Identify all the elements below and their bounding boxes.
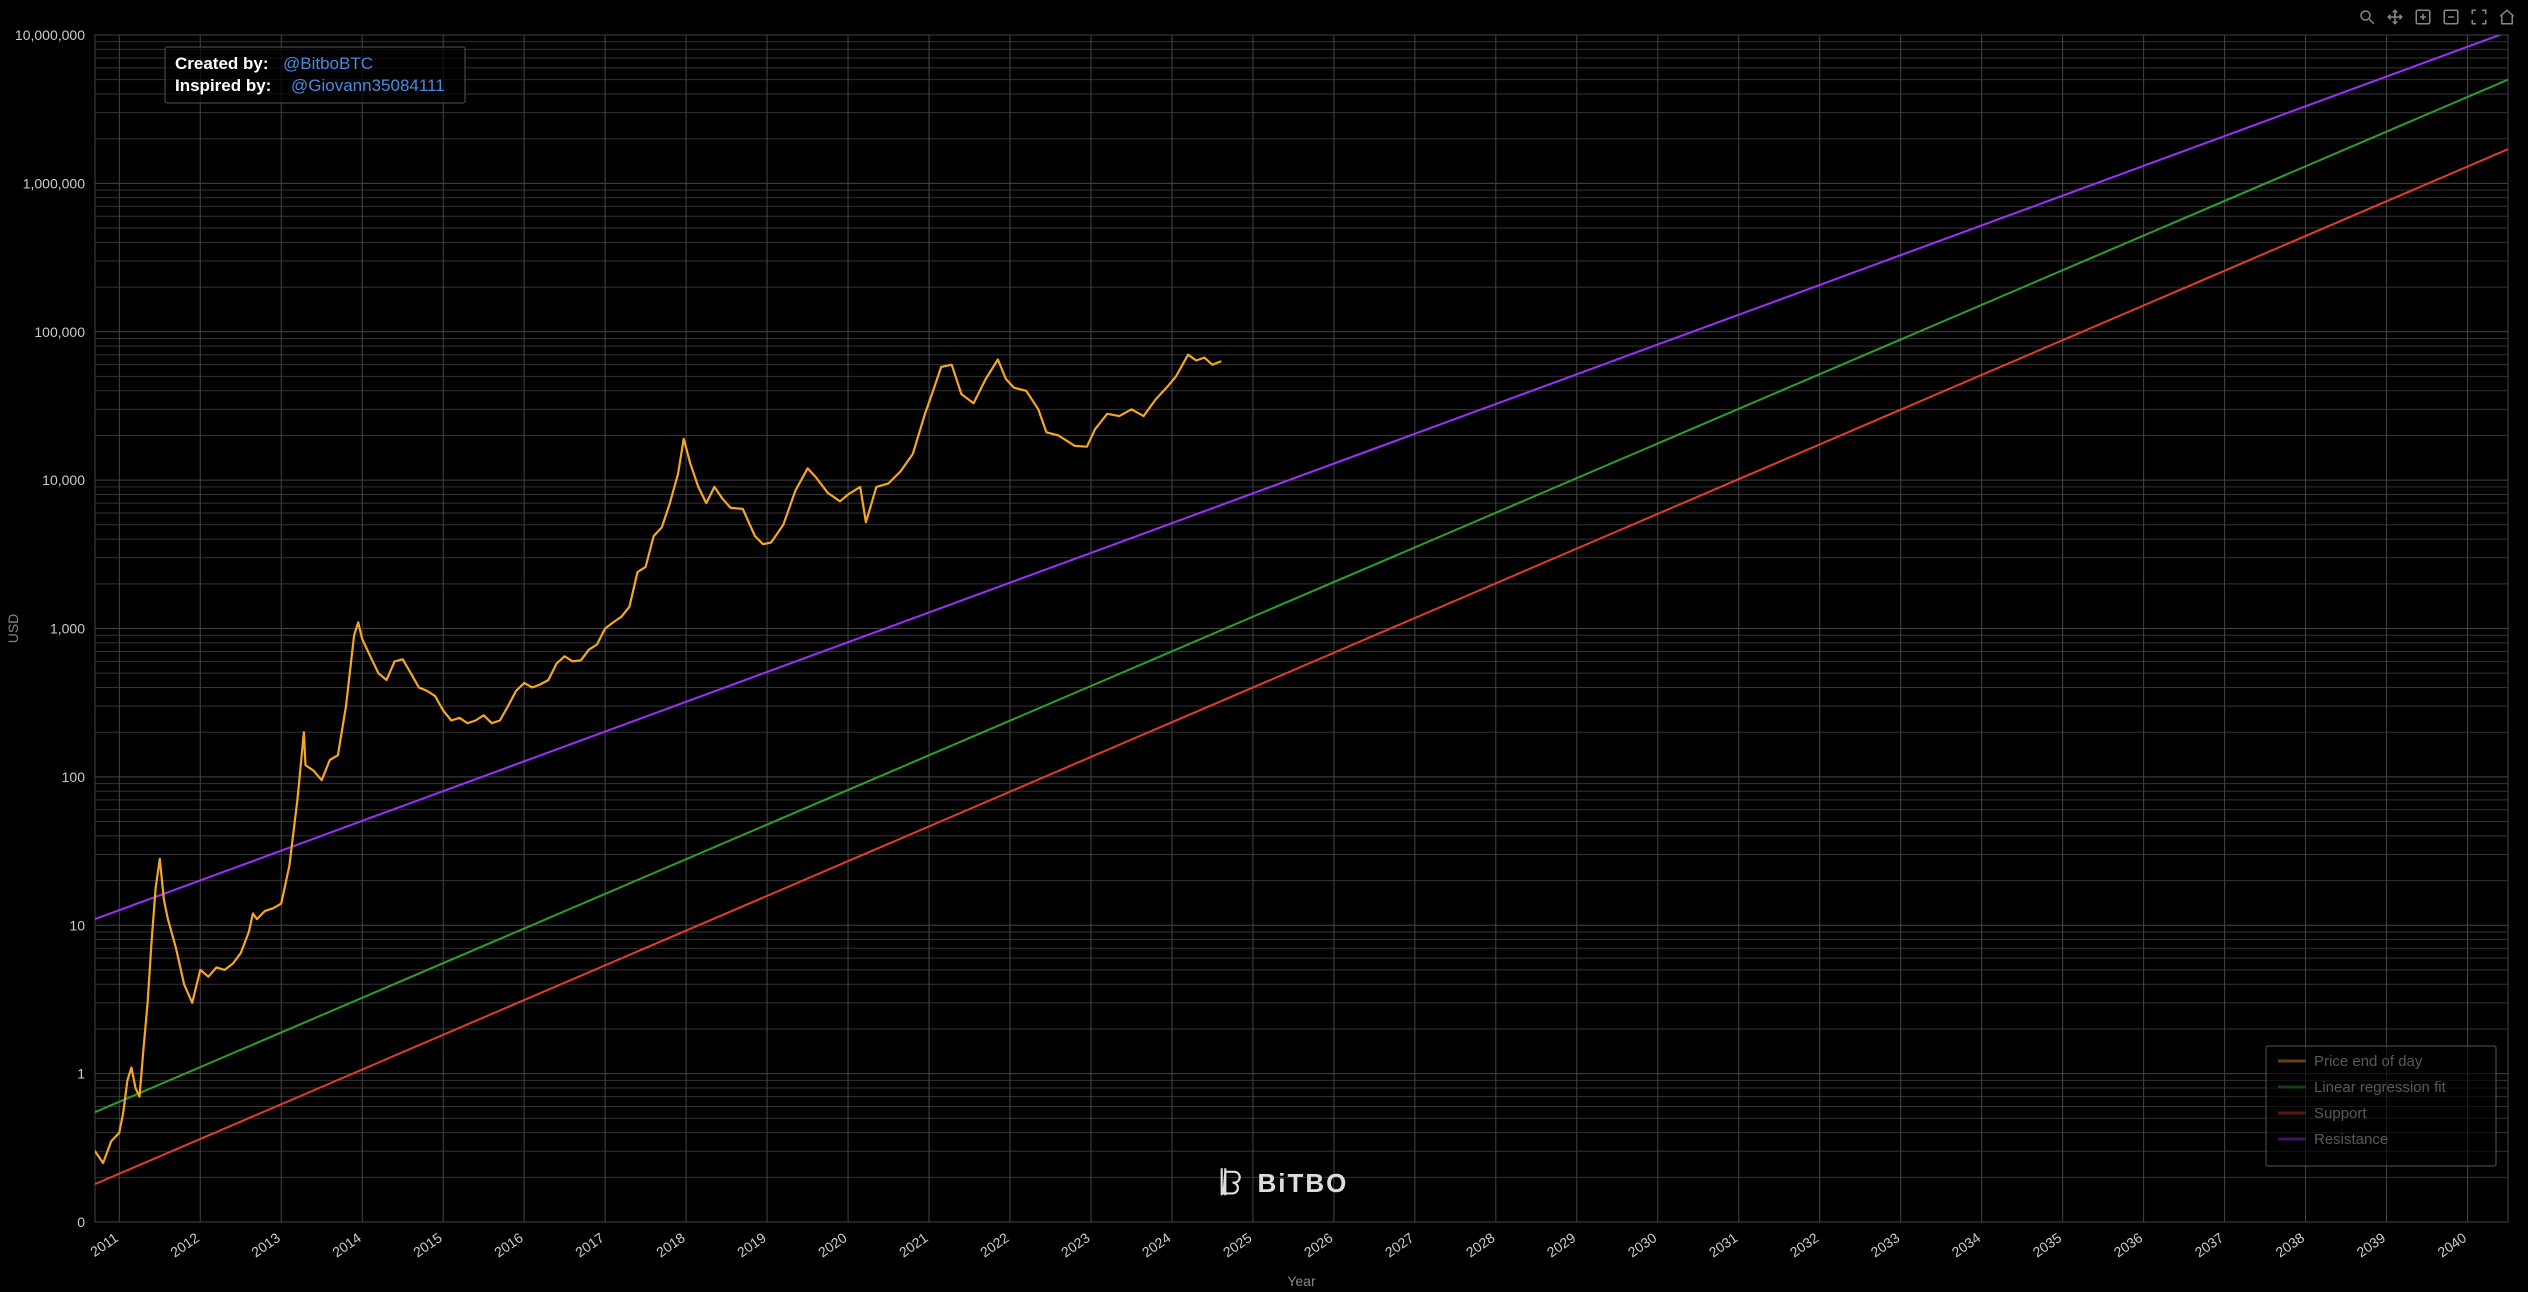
y-tick-label: 0	[77, 1214, 85, 1230]
y-tick-label: 10,000	[42, 472, 85, 488]
fullscreen-icon[interactable]	[2468, 6, 2490, 28]
inspired-by-label: Inspired by:	[175, 76, 271, 95]
y-tick-label: 10,000,000	[15, 27, 85, 43]
chart-container: 0 1 10 100 1,000 10,000 100,000 1,000,000 10,000…	[0, 0, 2528, 1292]
attribution-box: Created by: @BitboBTC Inspired by: @Giovann…	[165, 47, 465, 103]
y-axis-label: USD	[5, 614, 21, 644]
pan-icon[interactable]	[2384, 6, 2406, 28]
y-tick-label: 1,000	[50, 621, 85, 637]
home-icon[interactable]	[2496, 6, 2518, 28]
created-by-link[interactable]: @BitboBTC	[283, 54, 373, 73]
created-by-label: Created by:	[175, 54, 269, 73]
y-tick-label: 100	[62, 769, 86, 785]
x-axis-label: Year	[1287, 1273, 1316, 1289]
zoom-icon[interactable]	[2356, 6, 2378, 28]
chart-svg: 0 1 10 100 1,000 10,000 100,000 1,000,000 10,000…	[0, 0, 2528, 1292]
y-tick-label: 1	[77, 1066, 85, 1082]
chart-toolbar	[2356, 6, 2518, 28]
zoom-out-icon[interactable]	[2440, 6, 2462, 28]
watermark-text: BiTBO	[1258, 1168, 1349, 1198]
inspired-by-link[interactable]: @Giovann35084111	[291, 76, 445, 95]
y-tick-label: 1,000,000	[23, 175, 85, 191]
y-tick-label: 100,000	[34, 324, 85, 340]
y-tick-label: 10	[69, 917, 85, 933]
zoom-in-icon[interactable]	[2412, 6, 2434, 28]
